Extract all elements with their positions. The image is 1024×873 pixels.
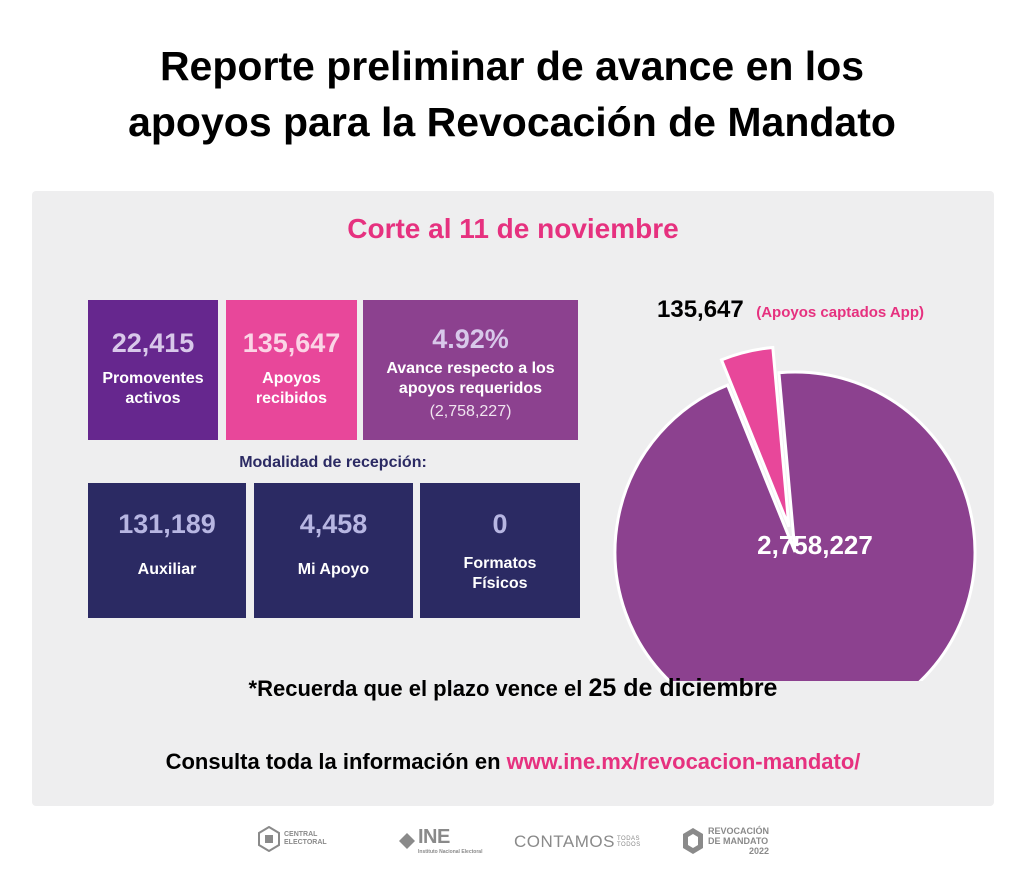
promoventes-label: Promoventes activos	[88, 369, 218, 409]
pie-chart: 2,758,227	[612, 281, 992, 734]
contamos-logo: CONTAMOS TODAS TODOS	[514, 832, 641, 852]
title-line-2: apoyos para la Revocación de Mandato	[128, 99, 896, 145]
apoyos-label-2: recibidos	[255, 390, 328, 407]
apoyos-label: Apoyos recibidos	[226, 369, 357, 409]
avance-value: 4.92%	[432, 324, 509, 354]
modalidad-title: Modalidad de recepción:	[239, 454, 427, 471]
formatos-card: 0 Formatos Físicos	[420, 483, 580, 618]
central-electoral-icon	[258, 826, 280, 852]
ine-diamond-icon	[399, 832, 415, 849]
promoventes-label-1: Promoventes	[102, 370, 204, 387]
apoyos-card: 135,647 Apoyos recibidos	[226, 300, 357, 440]
pie-slice-0	[719, 345, 791, 528]
revocacion-logo: REVOCACIÓN DE MANDATO 2022	[682, 826, 769, 856]
ine-subtext: Instituto Nacional Electoral	[418, 849, 483, 855]
formatos-label: Formatos Físicos	[420, 554, 580, 594]
pie-main-value: 2,758,227	[757, 530, 873, 560]
revocacion-hexagon-icon	[683, 828, 703, 854]
avance-label-1: Avance respecto a los	[386, 360, 555, 377]
consult-prefix: Consulta toda la información en	[165, 749, 507, 774]
footer-logos: CENTRAL ELECTORAL INE Instituto Nacional…	[0, 820, 1024, 870]
title-line-1: Reporte preliminar de avance en los	[159, 43, 865, 89]
deadline-date: 25 de diciembre	[588, 674, 778, 702]
consult-line: Consulta toda la información en www.ine.…	[32, 749, 994, 775]
avance-card: 4.92% Avance respecto a los apoyos reque…	[363, 300, 578, 440]
pie-slice-1	[613, 370, 977, 734]
formatos-value: 0	[492, 509, 508, 539]
auxiliar-value: 131,189	[118, 509, 216, 539]
avance-required: (2,758,227)	[429, 403, 512, 420]
central-text-1: CENTRAL	[284, 831, 318, 838]
avance-label-2: apoyos requeridos	[398, 380, 543, 397]
auxiliar-card: 131,189 Auxiliar	[88, 483, 246, 618]
central-electoral-logo: CENTRAL ELECTORAL	[258, 826, 327, 852]
ine-logo: INE Instituto Nacional Electoral	[398, 826, 482, 855]
promoventes-label-2: activos	[125, 390, 181, 407]
miapoyo-value: 4,458	[299, 509, 368, 539]
consult-url[interactable]: www.ine.mx/revocacion-mandato/	[506, 749, 861, 774]
formatos-label-1: Formatos	[463, 555, 537, 572]
pie-app-label: (Apoyos captados App)	[756, 304, 925, 321]
revocacion-text-3: 2022	[748, 846, 770, 856]
report-panel: Corte al 11 de noviembre 22,415 Promoven…	[32, 191, 994, 806]
central-text-2: ELECTORAL	[284, 839, 327, 846]
cut-date: Corte al 11 de noviembre	[347, 213, 679, 244]
avance-label: Avance respecto a los apoyos requeridos	[363, 359, 578, 399]
promoventes-value: 22,415	[111, 328, 195, 358]
contamos-small-1: TODAS	[616, 836, 641, 842]
pie-svg: 2,758,227	[613, 345, 977, 734]
apoyos-value: 135,647	[242, 328, 341, 358]
apoyos-label-1: Apoyos	[262, 370, 321, 387]
miapoyo-label: Mi Apoyo	[297, 561, 370, 578]
contamos-small-2: TODOS	[616, 842, 641, 848]
ine-text: INE	[418, 826, 450, 848]
deadline-note: *Recuerda que el plazo vence el 25 de di…	[32, 674, 994, 703]
page-title: Reporte preliminar de avance en los apoy…	[0, 38, 1024, 150]
pie-app-value: 135,647	[657, 296, 744, 323]
formatos-label-2: Físicos	[472, 575, 528, 592]
revocacion-text-2: DE MANDATO	[708, 836, 769, 846]
auxiliar-label: Auxiliar	[137, 561, 197, 578]
contamos-small: TODAS TODOS	[617, 836, 641, 848]
deadline-prefix: *Recuerda que el plazo vence el	[248, 676, 589, 701]
promoventes-card: 22,415 Promoventes activos	[88, 300, 218, 440]
revocacion-text-1: REVOCACIÓN	[708, 826, 770, 836]
contamos-text: CONTAMOS	[514, 832, 615, 851]
pie-app-annotation: 135,647 (Apoyos captados App)	[657, 296, 924, 324]
miapoyo-card: 4,458 Mi Apoyo	[254, 483, 413, 618]
